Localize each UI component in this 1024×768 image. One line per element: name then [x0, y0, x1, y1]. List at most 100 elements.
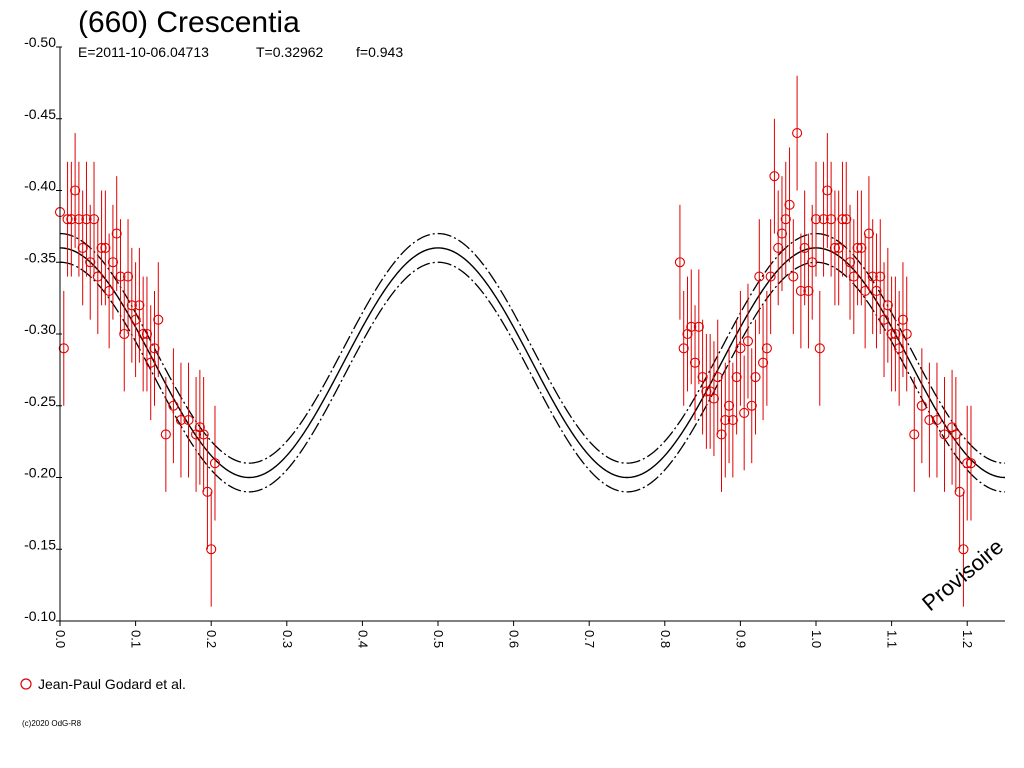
data-point: [784, 199, 795, 210]
data-point: [863, 228, 874, 239]
x-tick-label: 1.2: [960, 630, 975, 648]
data-point: [88, 214, 100, 225]
data-point: [958, 544, 969, 555]
data-point: [875, 271, 886, 282]
data-point: [92, 271, 103, 282]
y-tick-label: -0.10: [24, 608, 56, 624]
data-points: [54, 75, 977, 607]
data-point: [198, 429, 209, 440]
legend: Jean-Paul Godard et al.: [20, 676, 186, 692]
data-point: [115, 271, 126, 282]
data-point: [860, 285, 871, 297]
data-point: [890, 328, 901, 340]
data-point: [96, 242, 107, 253]
data-point: [826, 214, 837, 225]
data-point: [141, 328, 152, 340]
data-point: [727, 415, 738, 426]
x-tick-label: 0.2: [204, 630, 219, 648]
x-tick-label: 0.6: [507, 630, 522, 648]
data-point: [909, 429, 920, 440]
data-point: [795, 285, 806, 297]
axes: -0.50 -0.45 -0.40 -0.35 -0.30 -0.25 -0.20 -0.15…: [24, 34, 1005, 648]
data-point: [697, 371, 708, 383]
data-point: [788, 271, 799, 282]
data-point: [754, 271, 765, 282]
data-point: [66, 214, 77, 225]
data-point: [878, 314, 890, 325]
data-point: [145, 357, 156, 368]
data-point: [149, 343, 160, 354]
data-point: [160, 429, 171, 440]
legend-label: Jean-Paul Godard et al.: [38, 676, 186, 692]
data-point: [85, 257, 96, 268]
provisoire-watermark: Provisoire: [917, 534, 1008, 616]
data-point: [931, 415, 943, 426]
data-point: [62, 214, 73, 225]
y-tick-label: -0.15: [24, 536, 56, 552]
data-point: [100, 242, 111, 253]
data-point: [882, 300, 893, 311]
data-point: [206, 544, 217, 555]
x-tick-label: 0.8: [658, 630, 673, 648]
data-point: [761, 343, 772, 354]
data-point: [924, 415, 935, 426]
data-point: [841, 214, 852, 225]
data-point: [871, 285, 882, 297]
y-tick-label: -0.50: [24, 34, 56, 50]
data-point: [119, 328, 130, 340]
data-point: [739, 407, 750, 418]
data-point: [848, 271, 859, 282]
y-tick-label: -0.45: [24, 106, 56, 122]
chart-title: (660) Crescentia: [78, 6, 300, 39]
data-point: [758, 357, 769, 368]
data-point: [746, 400, 757, 411]
data-point: [750, 371, 761, 383]
y-tick-label: -0.35: [24, 249, 56, 265]
chart-subtitle-fraction: f=0.943: [356, 44, 403, 60]
data-point: [950, 429, 961, 440]
x-tick-label: 0.3: [280, 630, 295, 648]
data-point: [894, 343, 905, 354]
data-point: [780, 214, 791, 225]
model-curves: [59, 232, 1006, 493]
data-point: [897, 314, 908, 325]
data-point: [799, 242, 810, 253]
model-curve-upper: [59, 232, 1006, 464]
x-tick-label: 0.0: [53, 630, 68, 648]
data-point: [803, 285, 814, 297]
data-point: [126, 300, 137, 311]
x-tick-label: 0.7: [582, 630, 597, 648]
data-point: [138, 328, 149, 340]
data-point: [168, 400, 179, 411]
x-tick-label: 0.5: [431, 630, 446, 648]
data-point: [807, 257, 818, 268]
data-point: [852, 242, 863, 253]
data-point: [773, 242, 784, 253]
data-point: [724, 400, 735, 411]
data-point: [901, 328, 912, 340]
data-point: [962, 458, 973, 469]
data-point: [818, 214, 829, 225]
data-point: [678, 343, 689, 354]
data-point: [867, 271, 878, 282]
x-tick-label: 0.4: [355, 630, 370, 648]
x-tick-label: 0.9: [733, 630, 748, 648]
data-point: [689, 357, 701, 368]
data-point: [886, 328, 897, 340]
data-point: [122, 271, 134, 282]
data-point: [844, 257, 856, 268]
x-tick-label: 0.1: [129, 630, 144, 648]
chart-subtitle-epoch: E=2011-10-06.04713: [78, 44, 209, 60]
data-point: [792, 128, 803, 139]
data-point: [731, 371, 742, 383]
data-point: [183, 415, 194, 426]
data-point: [175, 415, 187, 426]
data-point: [693, 321, 704, 332]
data-point: [701, 386, 712, 397]
data-point: [856, 242, 867, 253]
data-point: [765, 271, 776, 282]
data-point: [916, 400, 927, 411]
data-point: [742, 336, 754, 347]
data-point: [712, 371, 723, 383]
data-point: [814, 343, 825, 354]
